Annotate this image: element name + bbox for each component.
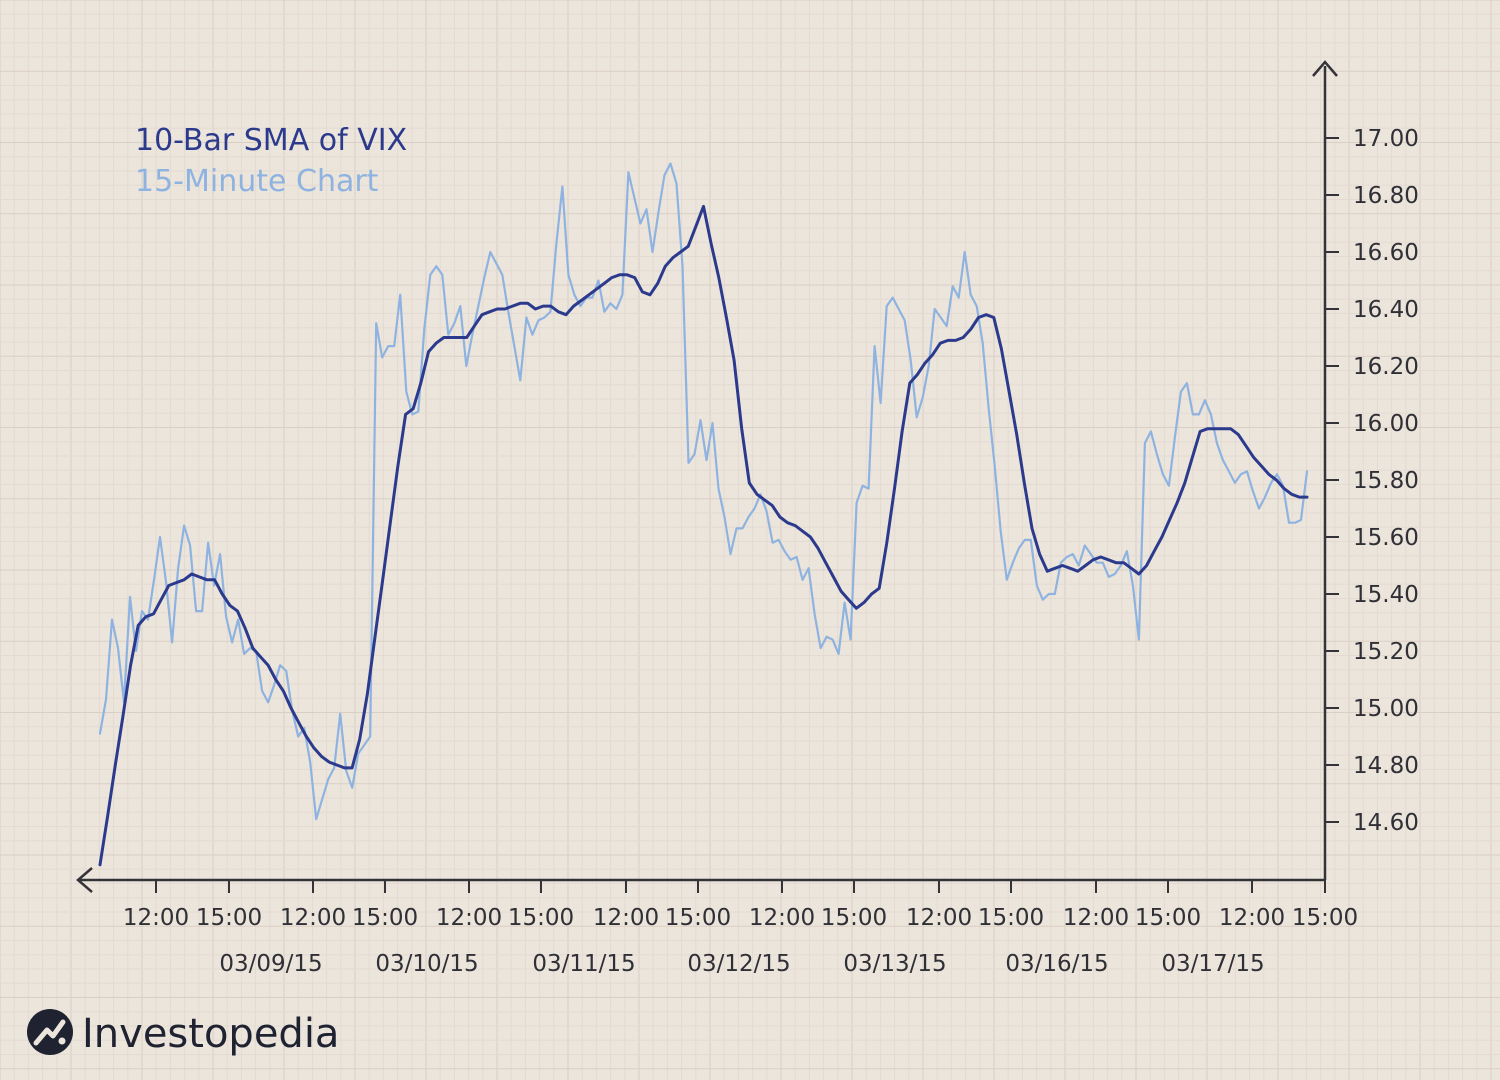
x-tick-label: 12:00 <box>1219 905 1285 931</box>
x-tick-label: 15:00 <box>352 905 418 931</box>
x-date-label: 03/12/15 <box>687 951 790 977</box>
x-tick-label: 15:00 <box>978 905 1044 931</box>
y-tick-label: 15.80 <box>1353 468 1419 494</box>
x-tick-label: 12:00 <box>436 905 502 931</box>
y-tick-label: 16.20 <box>1353 354 1419 380</box>
legend-sma: 10-Bar SMA of VIX <box>135 123 407 158</box>
x-tick-label: 12:00 <box>593 905 659 931</box>
x-date-label: 03/16/15 <box>1005 951 1108 977</box>
y-tick-label: 16.60 <box>1353 240 1419 266</box>
y-tick-label: 15.00 <box>1353 696 1419 722</box>
brand-name: Investopedia <box>82 1011 339 1057</box>
chart-axes <box>76 60 1338 893</box>
y-tick-label: 17.00 <box>1353 126 1419 152</box>
x-date-label: 03/11/15 <box>532 951 635 977</box>
y-tick-label: 15.40 <box>1353 582 1419 608</box>
y-axis-ticks: 14.60 14.80 15.00 15.20 15.40 15.60 15.80 16.00… <box>1325 126 1419 836</box>
x-tick-label: 15:00 <box>196 905 262 931</box>
series-line-sma <box>98 204 1309 867</box>
x-axis-arrow-icon <box>76 867 93 893</box>
x-tick-label: 12:00 <box>1063 905 1129 931</box>
x-tick-label: 12:00 <box>906 905 972 931</box>
y-tick-label: 15.20 <box>1353 639 1419 665</box>
x-date-label: 03/10/15 <box>375 951 478 977</box>
y-tick-label: 14.80 <box>1353 753 1419 779</box>
x-axis-ticks: 12:00 15:00 12:00 15:00 12:00 15:00 12:00 15:00… <box>123 880 1358 977</box>
y-axis-arrow-icon <box>1312 60 1338 77</box>
x-tick-label: 15:00 <box>1292 905 1358 931</box>
x-tick-label: 15:00 <box>821 905 887 931</box>
x-tick-label: 15:00 <box>1135 905 1201 931</box>
y-tick-label: 16.00 <box>1353 411 1419 437</box>
x-tick-label: 15:00 <box>508 905 574 931</box>
y-tick-label: 16.40 <box>1353 297 1419 323</box>
x-tick-label: 12:00 <box>749 905 815 931</box>
legend-15-minute: 15-Minute Chart <box>135 164 379 199</box>
x-date-label: 03/09/15 <box>219 951 322 977</box>
y-tick-label: 16.80 <box>1353 183 1419 209</box>
y-tick-label: 14.60 <box>1353 810 1419 836</box>
x-date-label: 03/17/15 <box>1161 951 1264 977</box>
x-tick-label: 12:00 <box>280 905 346 931</box>
investopedia-logo: Investopedia <box>27 1009 339 1057</box>
x-tick-label: 15:00 <box>665 905 731 931</box>
x-tick-label: 12:00 <box>123 905 189 931</box>
y-tick-label: 15.60 <box>1353 525 1419 551</box>
series-group <box>98 162 1309 867</box>
series-line-15-minute <box>98 162 1309 821</box>
x-date-label: 03/13/15 <box>843 951 946 977</box>
